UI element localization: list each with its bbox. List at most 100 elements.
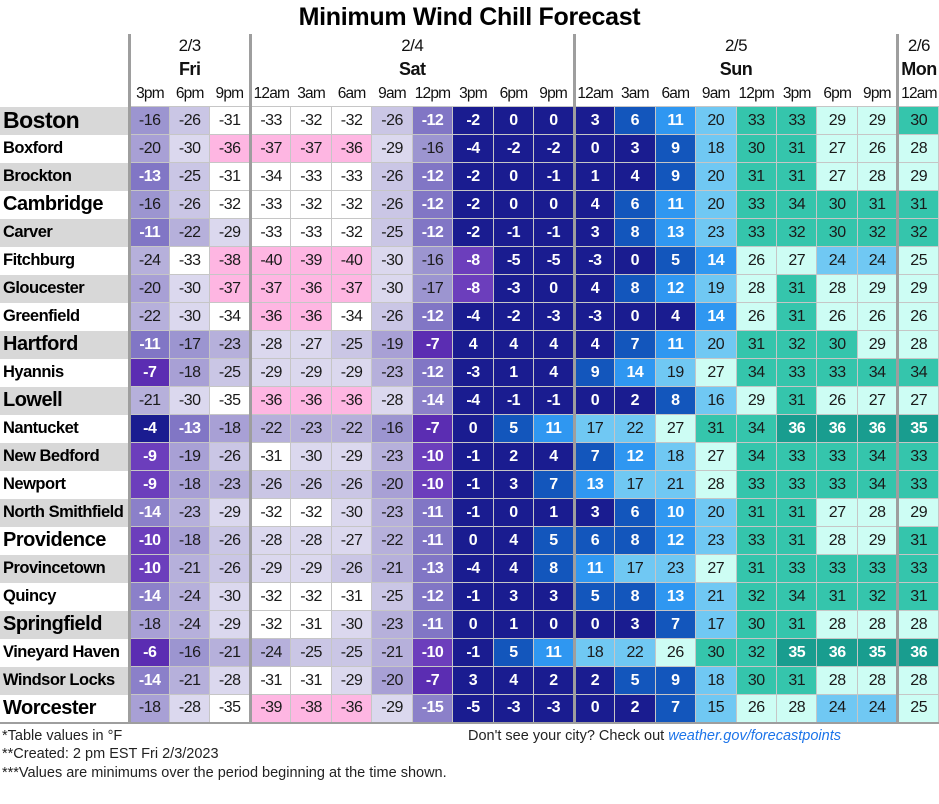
wind-chill-cell: -24: [128, 246, 170, 275]
wind-chill-cell: -22: [371, 526, 413, 555]
wind-chill-cell: 16: [695, 386, 737, 415]
wind-chill-cell: 11: [654, 190, 697, 219]
wind-chill-cell: 33: [775, 554, 818, 583]
table-row: Providence -10 -18 -26 -28 -28 -27 -22 -11 0 4 5 6 8 1…: [0, 526, 939, 555]
wind-chill-cell: 5: [492, 414, 535, 443]
wind-chill-cell: 33: [816, 470, 858, 499]
wind-chill-cell: -37: [209, 274, 251, 303]
wind-chill-table: 2/3 2/4 2/5 2/6 Fri Sat Sun Mon 3pm 6pm 9pm 12am 3am…: [0, 34, 939, 724]
wind-chill-cell: 31: [896, 582, 939, 611]
wind-chill-cell: -3: [533, 302, 575, 331]
wind-chill-cell: -27: [290, 330, 332, 359]
wind-chill-cell: 4: [614, 162, 656, 191]
wind-chill-cell: 20: [695, 162, 737, 191]
forecastpoints-link[interactable]: weather.gov/forecastpoints: [668, 727, 841, 744]
wind-chill-cell: -26: [330, 470, 373, 499]
wind-chill-cell: -24: [168, 582, 211, 611]
wind-chill-cell: 31: [775, 526, 818, 555]
time-label: 12pm: [414, 84, 451, 102]
wind-chill-cell: -23: [371, 610, 413, 639]
wind-chill-cell: -25: [168, 162, 211, 191]
wind-chill-cell: -33: [330, 162, 373, 191]
wind-chill-cell: -30: [168, 386, 211, 415]
wind-chill-cell: 24: [816, 694, 858, 724]
city-label: Hartford: [0, 330, 131, 359]
wind-chill-cell: -26: [248, 470, 292, 499]
table-row: Carver -11 -22 -29 -33 -33 -32 -25 -12 -2 -1 -1 3 8 13…: [0, 218, 939, 247]
wind-chill-cell: 33: [775, 442, 818, 471]
wind-chill-cell: -29: [290, 554, 332, 583]
page-title: Minimum Wind Chill Forecast: [298, 3, 641, 31]
wind-chill-cell: -10: [128, 526, 170, 555]
wind-chill-cell: 9: [654, 162, 697, 191]
wind-chill-cell: 4: [533, 330, 575, 359]
wind-chill-cell: -12: [411, 190, 454, 219]
wind-chill-cell: -22: [128, 302, 170, 331]
wind-chill-cell: 26: [735, 302, 778, 331]
wind-chill-cell: 26: [735, 246, 778, 275]
wind-chill-cell: -37: [330, 274, 373, 303]
wind-chill-cell: 24: [856, 246, 899, 275]
wind-chill-cell: 17: [614, 470, 656, 499]
day-label: Mon: [896, 57, 939, 81]
header-corner: [0, 34, 131, 57]
table-row: North Smithfield -14 -23 -29 -32 -32 -30 -23 -11…: [0, 498, 939, 527]
wind-chill-cell: 34: [735, 358, 778, 387]
wind-chill-cell: -31: [209, 106, 251, 135]
wind-chill-cell: -30: [371, 246, 413, 275]
wind-chill-cell: 13: [572, 470, 616, 499]
wind-chill-cell: -2: [492, 302, 535, 331]
wind-chill-cell: -7: [411, 666, 454, 695]
wind-chill-cell: 20: [695, 330, 737, 359]
wind-chill-cell: 34: [856, 470, 899, 499]
wind-chill-cell: 14: [614, 358, 656, 387]
wind-chill-cell: -19: [371, 330, 413, 359]
wind-chill-cell: 6: [614, 498, 656, 527]
wind-chill-cell: 31: [775, 302, 818, 331]
wind-chill-cell: 8: [654, 386, 697, 415]
wind-chill-cell: 1: [492, 358, 535, 387]
time-label: 3am: [620, 84, 650, 102]
wind-chill-cell: 32: [775, 218, 818, 247]
wind-chill-cell: 4: [533, 358, 575, 387]
wind-chill-cell: 18: [572, 638, 616, 667]
wind-chill-cell: -12: [411, 162, 454, 191]
wind-chill-cell: -29: [371, 694, 413, 724]
wind-chill-cell: -33: [248, 106, 292, 135]
wind-chill-cell: -39: [248, 694, 292, 724]
wind-chill-cell: -16: [411, 246, 454, 275]
wind-chill-cell: 27: [816, 134, 858, 163]
wind-chill-cell: -13: [168, 414, 211, 443]
wind-chill-cell: -23: [168, 498, 211, 527]
wind-chill-cell: 24: [816, 246, 858, 275]
wind-chill-cell: 35: [896, 414, 939, 443]
wind-chill-cell: -24: [168, 610, 211, 639]
wind-chill-cell: -2: [492, 134, 535, 163]
wind-chill-cell: 35: [775, 638, 818, 667]
wind-chill-cell: -2: [452, 162, 494, 191]
wind-chill-cell: -29: [248, 554, 292, 583]
wind-chill-cell: 33: [735, 106, 778, 135]
wind-chill-cell: -17: [168, 330, 211, 359]
time-label: 9am: [701, 84, 731, 102]
wind-chill-cell: -29: [330, 666, 373, 695]
wind-chill-cell: 30: [816, 190, 858, 219]
wind-chill-cell: 29: [856, 330, 899, 359]
wind-chill-cell: 19: [654, 358, 697, 387]
wind-chill-cell: -2: [452, 218, 494, 247]
city-label: Nantucket: [0, 414, 131, 443]
wind-chill-cell: 18: [654, 442, 697, 471]
wind-chill-cell: 28: [896, 134, 939, 163]
wind-chill-cell: 13: [654, 218, 697, 247]
wind-chill-cell: 30: [816, 218, 858, 247]
wind-chill-cell: 31: [775, 134, 818, 163]
wind-chill-cell: -18: [128, 610, 170, 639]
wind-chill-cell: 34: [856, 442, 899, 471]
wind-chill-cell: -36: [248, 386, 292, 415]
city-label: Greenfield: [0, 302, 131, 331]
wind-chill-cell: 33: [775, 358, 818, 387]
time-label: 12am: [248, 81, 291, 107]
wind-chill-cell: -32: [248, 610, 292, 639]
wind-chill-cell: -16: [371, 414, 413, 443]
wind-chill-cell: 28: [816, 526, 858, 555]
